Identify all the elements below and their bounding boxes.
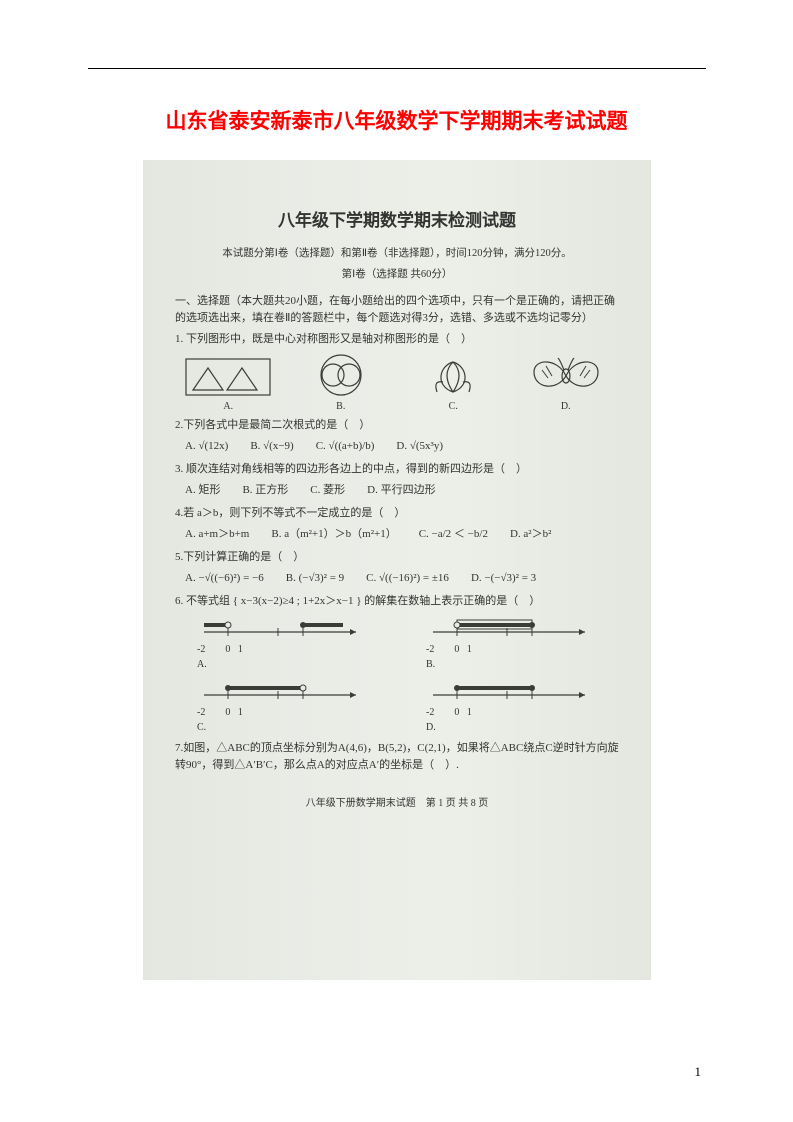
q3-opt-b: B. 正方形 [242,482,288,499]
question-5: 5.下列计算正确的是（ ） [175,549,619,566]
q6-fig-d: -2 0 1 D. [404,677,619,736]
q1-fig-c: C. [400,352,507,415]
document-title-red: 山东省泰安新泰市八年级数学下学期期末考试试题 [0,105,793,135]
q4-options: A. a+m＞b+m B. a（m²+1）＞b（m²+1） C. −a/2 ＜ … [185,526,619,543]
q5-opt-a: A. −√((−6)²) = −6 [185,570,264,587]
q6-label-a: A. [197,657,390,673]
q5-opt-b: B. (−√3)² = 9 [286,570,344,587]
q1-fig-d: D. [513,352,620,415]
q6-row2: -2 0 1 C. -2 0 1 D. [175,677,619,736]
q2-opt-a: A. √(12x) [185,438,228,455]
question-3: 3. 顺次连结对角线相等的四边形各边上的中点，得到的新四边形是（ ） [175,461,619,478]
q6-b-t3: 1 [467,644,472,655]
question-2: 2.下列各式中是最简二次根式的是（ ） [175,417,619,434]
question-6: 6. 不等式组 { x−3(x−2)≥4 ; 1+2x＞x−1 } 的解集在数轴… [175,593,619,610]
section-label: 第Ⅰ卷（选择题 共60分） [175,267,619,283]
q6-c-t3: 1 [238,707,243,718]
q6-c-t1: -2 [197,707,205,718]
q1-label-c: C. [400,399,507,415]
q6-label-b: B. [426,657,619,673]
q6-label-c: C. [197,720,390,736]
exam-title: 八年级下学期数学期末检测试题 [175,208,619,234]
q3-options: A. 矩形 B. 正方形 C. 菱形 D. 平行四边形 [185,482,619,499]
q4-opt-c: C. −a/2 ＜ −b/2 [419,526,488,543]
top-horizontal-rule [88,68,706,69]
q6-b-t1: -2 [426,644,434,655]
q2-options: A. √(12x) B. √(x−9) C. √((a+b)/b) D. √(5… [185,438,619,455]
q1-fig-b: B. [288,352,395,415]
q1-label-d: D. [513,399,620,415]
q1-label-a: A. [175,399,282,415]
q6-c-t2: 0 [225,707,230,718]
q5-options: A. −√((−6)²) = −6 B. (−√3)² = 9 C. √((−1… [185,570,619,587]
q5-opt-d: D. −(−√3)² = 3 [471,570,536,587]
q6-d-t2: 0 [454,707,459,718]
q4-opt-d: D. a²＞b² [510,526,551,543]
scan-footer: 八年级下册数学期末试题 第 1 页 共 8 页 [175,796,619,812]
q6-row1: -2 0 1 A. -2 0 1 B. [175,614,619,673]
q6-fig-a: -2 0 1 A. [175,614,390,673]
exam-subtitle: 本试题分第Ⅰ卷（选择题）和第Ⅱ卷（非选择题），时间120分钟，满分120分。 [175,246,619,262]
q6-d-t1: -2 [426,707,434,718]
question-4: 4.若 a＞b，则下列不等式不一定成立的是（ ） [175,505,619,522]
question-7: 7.如图，△ABC的顶点坐标分别为A(4,6)，B(5,2)，C(2,1)，如果… [175,740,619,774]
q3-opt-a: A. 矩形 [185,482,220,499]
q6-fig-c: -2 0 1 C. [175,677,390,736]
q3-opt-d: D. 平行四边形 [367,482,435,499]
q6-b-t2: 0 [454,644,459,655]
q4-opt-a: A. a+m＞b+m [185,526,249,543]
scanned-exam-page: 八年级下学期数学期末检测试题 本试题分第Ⅰ卷（选择题）和第Ⅱ卷（非选择题），时间… [143,160,651,980]
q1-fig-a: A. [175,356,282,415]
q4-opt-b: B. a（m²+1）＞b（m²+1） [271,526,396,543]
q5-opt-c: C. √((−16)²) = ±16 [366,570,449,587]
q6-fig-b: -2 0 1 B. [404,614,619,673]
q1-label-b: B. [288,399,395,415]
page-number: 1 [695,1064,702,1080]
q6-a-t3: 1 [238,644,243,655]
q2-opt-b: B. √(x−9) [250,438,293,455]
q6-d-t3: 1 [467,707,472,718]
q3-opt-c: C. 菱形 [310,482,345,499]
q6-a-t1: -2 [197,644,205,655]
q2-opt-c: C. √((a+b)/b) [316,438,375,455]
question-1: 1. 下列图形中，既是中心对称图形又是轴对称图形的是（ ） [175,331,619,348]
instructions: 一、选择题（本大题共20小题，在每小题给出的四个选项中，只有一个是正确的，请把正… [175,293,619,327]
q2-opt-d: D. √(5x³y) [396,438,443,455]
q1-figures: A. B. C. D. [175,352,619,415]
q6-a-t2: 0 [225,644,230,655]
q6-label-d: D. [426,720,619,736]
